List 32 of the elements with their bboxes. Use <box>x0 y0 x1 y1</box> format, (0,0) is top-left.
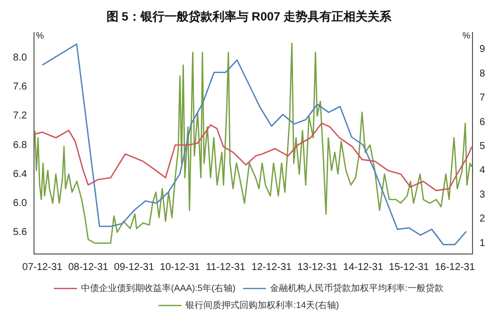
legend-label: 中债企业债到期收益率(AAA):5年(右轴) <box>81 282 236 293</box>
x-tick-label: 08-12-31 <box>68 262 109 273</box>
y-tick-label: 7.2 <box>12 110 28 122</box>
y2-tick-label: 6 <box>479 116 486 128</box>
x-tick-label: 11-12-31 <box>206 262 246 273</box>
y-axis-title: % <box>36 30 44 40</box>
y2-tick-label: 3 <box>479 189 486 200</box>
x-tick-label: 10-12-31 <box>160 262 200 273</box>
y2-tick-label: 5 <box>479 140 486 152</box>
y2-tick-label: 4 <box>479 165 486 176</box>
y2-tick-label: 7 <box>479 92 486 104</box>
y-tick-label: 7.6 <box>12 82 28 93</box>
x-tick-label: 12-12-31 <box>252 262 292 273</box>
y2-tick-label: 8 <box>479 68 486 80</box>
x-tick-label: 13-12-31 <box>297 262 338 273</box>
y-tick-label: 6.4 <box>12 168 28 180</box>
legend-label: 银行间质押式回购加权利率:14天(右轴) <box>184 300 340 310</box>
y2-tick-label: 9 <box>479 44 486 56</box>
x-tick-label: 07-12-31 <box>22 262 63 273</box>
y-tick-label: 8.0 <box>12 52 28 64</box>
y-tick-label: 5.6 <box>12 226 28 238</box>
x-tick-label: 16-12-31 <box>434 262 476 273</box>
y-tick-label: 6.0 <box>12 198 28 209</box>
legend-label: 金融机构人民币贷款加权平均利率:一般贷款 <box>270 282 444 293</box>
y2-tick-label: 1 <box>479 238 486 249</box>
y2-tick-label: 2 <box>479 214 486 225</box>
x-tick-label: 14-12-31 <box>343 262 384 273</box>
y-tick-label: 6.8 <box>12 140 28 151</box>
chart-title: 图 5：银行一般贷款利率与 R007 走势具有正相关关系 <box>106 10 393 24</box>
x-tick-label: 15-12-31 <box>388 262 430 273</box>
y2-axis-title: % <box>462 30 470 40</box>
x-tick-label: 09-12-31 <box>114 262 154 273</box>
